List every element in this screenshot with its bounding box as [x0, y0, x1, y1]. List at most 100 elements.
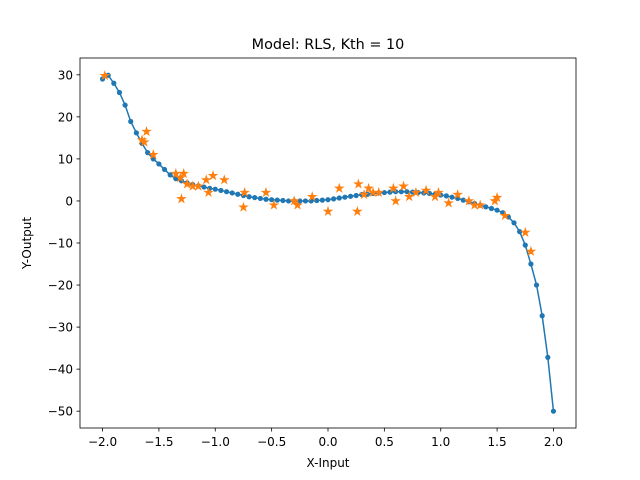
- observed-data-star: [207, 170, 219, 181]
- observed-data-star: [176, 193, 187, 204]
- model-fit-point: [488, 205, 495, 212]
- model-fit-point: [545, 354, 551, 360]
- model-fit-point: [111, 80, 117, 86]
- model-fit-point: [201, 184, 207, 190]
- model-fit-point: [483, 204, 489, 210]
- model-fit-point: [381, 189, 387, 196]
- model-fit-point: [325, 197, 331, 203]
- x-axis-label: X-Input: [306, 456, 349, 470]
- observed-data-star: [358, 189, 370, 200]
- observed-data-star: [519, 226, 531, 237]
- model-fit-point: [257, 195, 263, 202]
- model-fit-point: [302, 198, 309, 204]
- model-fit-point: [494, 207, 500, 213]
- y-tick-label: −10: [48, 237, 73, 251]
- model-fit-point: [314, 197, 320, 204]
- observed-data-star: [333, 182, 345, 193]
- observed-data-star: [390, 195, 401, 206]
- model-fit-point: [252, 194, 258, 201]
- model-fit-point: [353, 192, 359, 199]
- model-fit-point: [336, 195, 342, 201]
- x-tick-label: 1.0: [431, 435, 450, 449]
- model-fit-point: [133, 130, 139, 136]
- x-tick-label: −0.5: [257, 435, 286, 449]
- model-fit-point: [280, 197, 286, 204]
- observed-data-star: [288, 195, 300, 206]
- y-axis: −50 −40 −30 −20 −10 0 10 20 30: [48, 68, 80, 419]
- x-tick-label: 0.5: [375, 435, 394, 449]
- observed-data-star: [178, 168, 190, 179]
- model-fit-point: [229, 190, 235, 196]
- y-tick-label: −20: [48, 279, 73, 293]
- model-fit-point: [517, 229, 523, 235]
- y-tick-label: −30: [48, 321, 73, 335]
- y-tick-label: 30: [58, 68, 73, 82]
- model-fit-point: [218, 187, 224, 194]
- x-tick-label: −2.0: [88, 435, 117, 449]
- observed-data-star: [499, 210, 511, 221]
- model-fit-point: [246, 194, 252, 200]
- x-tick-label: −1.0: [201, 435, 230, 449]
- model-fit-point: [128, 118, 134, 125]
- observed-data-star: [239, 186, 250, 198]
- model-fit-point: [161, 166, 168, 173]
- observed-data-star: [452, 189, 463, 200]
- x-tick-label: 1.5: [488, 435, 507, 449]
- model-fit-point: [404, 189, 410, 195]
- y-tick-label: −50: [48, 405, 73, 419]
- x-tick-label: 2.0: [544, 435, 563, 449]
- model-fit-point: [274, 197, 280, 203]
- observed-data-star: [260, 186, 272, 198]
- model-fit-point: [522, 242, 528, 248]
- model-fit-point: [511, 220, 517, 226]
- observed-data-star: [410, 186, 422, 198]
- model-fit-point: [116, 89, 123, 96]
- observed-data-star: [138, 136, 150, 147]
- model-fit-point: [235, 191, 241, 197]
- observed-data-star: [306, 191, 318, 202]
- series-layer: [99, 70, 557, 414]
- observed-data-star: [433, 186, 444, 198]
- chart-title: Model: RLS, Kth = 10: [252, 37, 405, 53]
- model-fit-point: [145, 150, 151, 156]
- observed-data-star: [181, 178, 193, 189]
- observed-data-star: [292, 199, 303, 210]
- observed-data-star: [141, 126, 152, 137]
- observed-data-star: [373, 186, 385, 198]
- model-fit-point: [528, 261, 534, 267]
- model-fit-point: [122, 102, 128, 108]
- model-fit-point: [212, 186, 218, 192]
- model-fit-point: [449, 194, 455, 200]
- y-tick-label: 20: [58, 110, 73, 124]
- observed-data-star: [268, 199, 280, 210]
- model-fit-point: [460, 197, 466, 203]
- model-fit-point: [269, 197, 275, 203]
- model-fit-point: [342, 194, 348, 200]
- x-tick-label: 0.0: [318, 435, 337, 449]
- model-fit-point: [550, 408, 557, 414]
- observed-data-star: [193, 180, 204, 191]
- observed-data-star: [200, 174, 212, 185]
- observed-data-star: [398, 180, 409, 191]
- observed-data-star: [525, 245, 537, 256]
- model-fit-point: [398, 189, 404, 195]
- x-axis: −2.0 −1.5 −1.0 −0.5 0.0 0.5 1.0 1.5 2.0: [88, 428, 563, 449]
- observed-data-star: [363, 182, 374, 193]
- observed-data-star: [218, 174, 230, 185]
- y-tick-label: 10: [58, 152, 73, 166]
- model-fit-point: [285, 198, 292, 204]
- model-fit-point: [167, 172, 173, 178]
- model-fit-point: [331, 196, 337, 202]
- x-tick-label: −1.5: [144, 435, 173, 449]
- observed-data-star: [203, 186, 214, 198]
- observed-data-star: [352, 205, 363, 216]
- observed-data-star: [403, 191, 415, 202]
- model-fit-point: [263, 196, 269, 202]
- model-fit-point: [347, 193, 354, 199]
- observed-data-star: [99, 70, 111, 81]
- observed-data-star: [353, 178, 364, 189]
- y-axis-label: Y-Output: [20, 217, 34, 271]
